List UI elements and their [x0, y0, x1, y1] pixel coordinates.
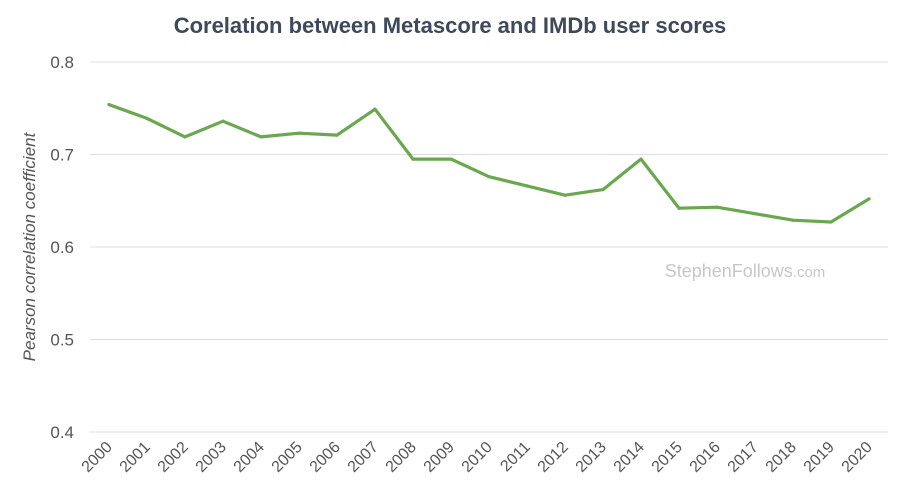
series-group	[107, 102, 871, 224]
data-point	[221, 119, 225, 123]
gridlines	[90, 61, 888, 433]
x-tick-label: 2011	[497, 439, 533, 475]
x-tick-label: 2019	[801, 439, 838, 476]
y-tick-label: 0.8	[50, 53, 74, 72]
watermark-suffix: .com	[793, 264, 826, 281]
data-point	[145, 116, 149, 120]
x-tick-label: 2005	[269, 439, 306, 476]
data-point	[677, 206, 681, 210]
y-tick-labels: 0.4 0.5 0.6 0.7 0.8	[50, 53, 74, 442]
x-tick-label: 2013	[573, 439, 610, 476]
data-point	[259, 135, 263, 139]
x-tick-label: 2020	[839, 439, 876, 476]
data-point	[107, 103, 111, 107]
x-tick-label: 2014	[611, 439, 648, 476]
x-tick-label: 2003	[193, 439, 230, 476]
y-tick-label: 0.4	[50, 423, 74, 442]
data-point	[411, 157, 415, 161]
y-tick-label: 0.6	[50, 238, 74, 257]
watermark: StephenFollows.com	[665, 261, 826, 281]
data-point	[373, 107, 377, 111]
data-point	[487, 175, 491, 179]
x-tick-label: 2007	[345, 439, 382, 476]
data-point	[829, 220, 833, 224]
data-point	[715, 205, 719, 209]
data-point	[791, 218, 795, 222]
x-tick-label: 2018	[763, 439, 800, 476]
data-point	[335, 133, 339, 137]
data-point	[525, 184, 529, 188]
data-point	[563, 193, 567, 197]
x-tick-label: 2002	[155, 439, 192, 476]
watermark-main: StephenFollows	[665, 261, 793, 281]
data-point	[449, 157, 453, 161]
x-tick-label: 2016	[687, 439, 724, 476]
x-tick-label: 2006	[307, 439, 344, 476]
y-tick-label: 0.5	[50, 331, 74, 350]
x-tick-label: 2001	[117, 439, 154, 476]
data-point	[753, 212, 757, 216]
data-point	[601, 188, 605, 192]
chart-title: Corelation between Metascore and IMDb us…	[174, 13, 727, 38]
data-point	[639, 157, 643, 161]
y-tick-label: 0.7	[50, 146, 74, 165]
x-tick-label: 2000	[79, 439, 116, 476]
x-tick-label: 2015	[649, 439, 686, 476]
data-point	[297, 131, 301, 135]
x-tick-label: 2010	[459, 439, 496, 476]
x-tick-label: 2012	[535, 439, 572, 476]
x-tick-label: 2008	[383, 439, 420, 476]
x-tick-label: 2009	[421, 439, 458, 476]
data-point	[867, 197, 871, 201]
y-axis-label: Pearson correlation coefficient	[20, 131, 39, 361]
data-point	[183, 135, 187, 139]
x-tick-label: 2004	[231, 439, 268, 476]
x-tick-labels: 2000 2001 2002 2003 2004 2005 2006 2007 2008 2009…	[79, 439, 876, 476]
x-tick-label: 2017	[725, 439, 762, 476]
